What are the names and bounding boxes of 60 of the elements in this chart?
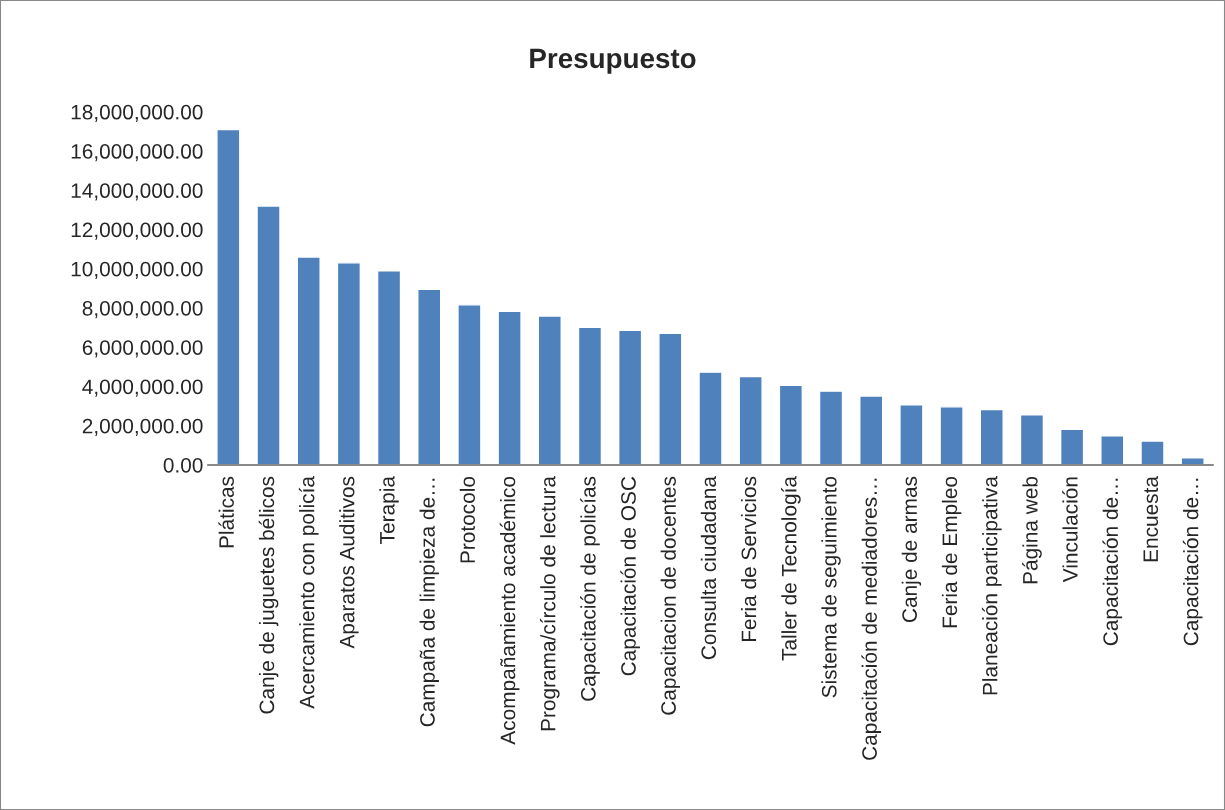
y-tick-label: 14,000,000.00 xyxy=(71,183,203,201)
x-tick-label: Capacitación de… xyxy=(1102,478,1123,646)
x-tick-label: Acompañamiento académico xyxy=(499,476,520,745)
bar xyxy=(457,304,482,465)
x-tick-label: Pláticas xyxy=(218,476,234,548)
y-tick-label: 6,000,000.00 xyxy=(82,340,203,358)
y-tick-label: 16,000,000.00 xyxy=(71,144,203,162)
bar xyxy=(417,288,442,465)
y-tick-label: 8,000,000.00 xyxy=(82,300,203,319)
x-tick-label: Planeación participativa xyxy=(981,476,1002,695)
bar xyxy=(1019,414,1045,465)
y-tick-label: 18,000,000.00 xyxy=(71,104,203,122)
bar xyxy=(939,406,964,465)
bar xyxy=(979,408,1004,465)
x-tick-label: Feria de Empleo xyxy=(941,476,962,628)
x-tick-label: Capacitación de OSC xyxy=(620,476,640,676)
bar xyxy=(1100,435,1125,465)
bar xyxy=(698,371,723,465)
bar xyxy=(899,404,924,465)
x-tick-label: Sistema de seguimiento xyxy=(821,476,841,698)
bar xyxy=(778,384,804,465)
x-tick-label: Acercamiento con policía xyxy=(298,476,319,709)
x-tick-label: Programa/círculo de lectura xyxy=(539,476,560,731)
y-tick-label: 12,000,000.00 xyxy=(71,222,203,240)
x-tick-label: Encuesta xyxy=(1143,476,1159,562)
x-tick-label: Capacitación de policías xyxy=(580,476,600,701)
y-tick-label: 4,000,000.00 xyxy=(82,379,203,397)
x-tick-label: Vinculación xyxy=(1062,477,1078,583)
bar xyxy=(738,375,763,465)
x-tick-label: Aparatos Auditivos xyxy=(339,476,359,649)
bar xyxy=(376,270,402,465)
x-tick-label: Página web xyxy=(1022,476,1042,584)
x-tick-label: Protocolo xyxy=(459,476,476,563)
x-tick-label: Campaña de limpieza de… xyxy=(419,478,439,727)
bar xyxy=(818,390,844,465)
x-tick-label: Canje de armas xyxy=(901,476,922,623)
bar xyxy=(256,205,281,465)
x-tick-label: Capacitación de mediadores… xyxy=(861,478,882,760)
x-tick-label: Terapia xyxy=(379,476,399,544)
bar xyxy=(537,315,562,465)
x-tick-label: Canje de juguetes bélicos xyxy=(258,476,279,714)
x-tick-label: Feria de Servicios xyxy=(740,476,757,642)
y-tick-label: 2,000,000.00 xyxy=(82,418,203,436)
bar xyxy=(1059,428,1085,465)
bar xyxy=(658,332,683,465)
x-tick-label: Taller de Tecnología xyxy=(781,476,801,661)
bar xyxy=(216,128,241,465)
x-tick-label: Consulta ciudadana xyxy=(700,476,717,660)
bar xyxy=(577,326,603,465)
bar xyxy=(859,395,884,465)
x-tick-label: Capacitación de… xyxy=(1182,478,1203,646)
chart-title: Presupuesto xyxy=(530,48,696,74)
bar xyxy=(1140,440,1165,465)
y-tick-label: 10,000,000.00 xyxy=(71,261,203,279)
bar xyxy=(617,329,643,465)
bar xyxy=(336,262,362,465)
x-tick-label: Capacitacion de docentes xyxy=(660,476,681,715)
y-tick-label: 0.00 xyxy=(163,457,203,473)
bar xyxy=(296,256,321,465)
bar xyxy=(497,310,522,465)
